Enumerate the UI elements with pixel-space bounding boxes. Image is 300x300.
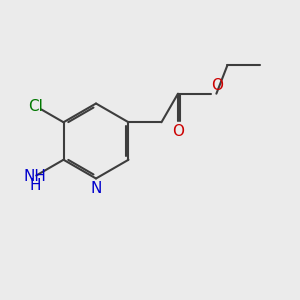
Text: O: O <box>211 78 223 93</box>
Text: Cl: Cl <box>28 99 43 114</box>
Text: N: N <box>91 181 102 196</box>
Text: H: H <box>29 178 41 193</box>
Text: NH: NH <box>23 169 46 184</box>
Text: O: O <box>172 124 184 139</box>
